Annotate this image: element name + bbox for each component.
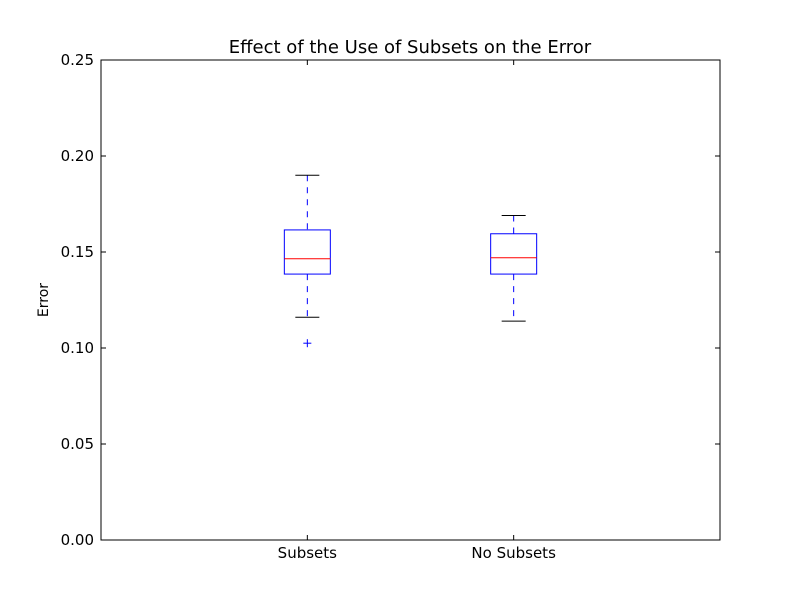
y-tick-label: 0.05 <box>61 435 94 453</box>
axis-ticks <box>101 59 720 541</box>
box-body <box>283 229 331 275</box>
y-axis-label: Error <box>36 283 52 317</box>
chart-title: Effect of the Use of Subsets on the Erro… <box>229 37 592 58</box>
x-tick-label: No Subsets <box>471 544 556 562</box>
box-group <box>283 174 331 348</box>
box-body <box>490 233 538 275</box>
outlier-marker <box>303 339 312 348</box>
box-group <box>490 215 538 322</box>
y-tick-label: 0.00 <box>61 531 94 549</box>
y-tick-label: 0.25 <box>61 51 94 69</box>
y-tick-label: 0.15 <box>61 243 94 261</box>
box-series <box>283 174 538 348</box>
plot-frame <box>100 59 721 541</box>
axis-tick-labels: 0.00 0.05 0.10 0.15 0.20 0.25 Subsets No Subset… <box>61 51 556 562</box>
y-tick-label: 0.20 <box>61 147 94 165</box>
x-tick-label: Subsets <box>278 544 337 562</box>
plot-area <box>100 59 721 541</box>
y-tick-label: 0.10 <box>61 339 94 357</box>
